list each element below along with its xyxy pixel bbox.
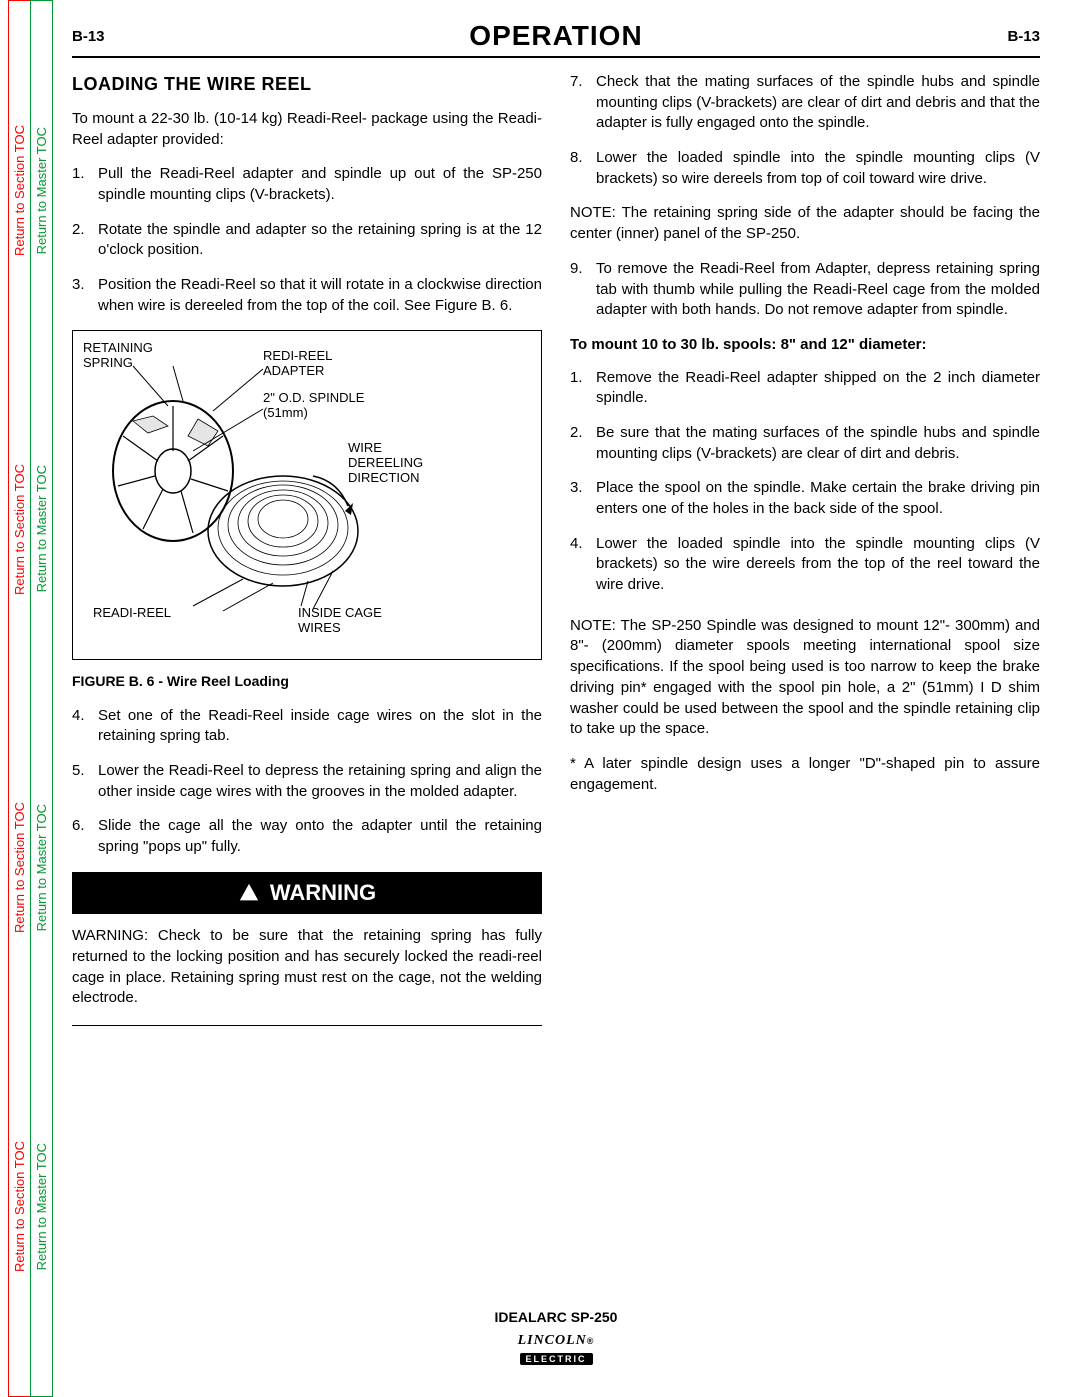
step: 2.Rotate the spindle and adapter so the … (72, 220, 542, 261)
step-text: Position the Readi-Reel so that it will … (98, 275, 542, 316)
steps-a: 1.Pull the Readi-Reel adapter and spindl… (72, 164, 542, 316)
tab-label: Return to Master TOC (34, 804, 49, 931)
step: 9.To remove the Readi-Reel from Adapter,… (570, 259, 1040, 321)
step-text: Remove the Readi-Reel adapter shipped on… (596, 368, 1040, 409)
step-num: 8. (570, 148, 596, 189)
step-text: Lower the Readi-Reel to depress the reta… (98, 761, 542, 802)
step-num: 4. (570, 534, 596, 596)
page-footer: IDEALARC SP-250 LINCOLN® ELECTRIC (72, 1309, 1040, 1367)
note-1: NOTE: The retaining spring side of the a… (570, 203, 1040, 244)
tab-label: Return to Master TOC (34, 127, 49, 254)
footnote: * A later spindle design uses a longer "… (570, 754, 1040, 795)
step: 8.Lower the loaded spindle into the spin… (570, 148, 1040, 189)
warning-bar: WARNING (72, 872, 542, 914)
column-right: 7.Check that the mating surfaces of the … (570, 72, 1040, 1026)
step: 4.Lower the loaded spindle into the spin… (570, 534, 1040, 596)
page-content: B-13 OPERATION B-13 LOADING THE WIRE REE… (72, 20, 1040, 1377)
tab-section-toc[interactable]: Return to Section TOC Return to Section … (8, 0, 31, 1397)
step-text: Set one of the Readi-Reel inside cage wi… (98, 706, 542, 747)
footer-model: IDEALARC SP-250 (72, 1309, 1040, 1325)
columns: LOADING THE WIRE REEL To mount a 22-30 l… (72, 72, 1040, 1026)
tab-label: Return to Master TOC (34, 1143, 49, 1270)
footer-sub: ELECTRIC (520, 1353, 593, 1365)
step-num: 1. (570, 368, 596, 409)
step: 2.Be sure that the mating surfaces of th… (570, 423, 1040, 464)
tab-label: Return to Section TOC (12, 1141, 27, 1272)
step-num: 3. (570, 478, 596, 519)
step: 4.Set one of the Readi-Reel inside cage … (72, 706, 542, 747)
step-num: 3. (72, 275, 98, 316)
note-2: NOTE: The SP-250 Spindle was designed to… (570, 616, 1040, 740)
step-text: Check that the mating surfaces of the sp… (596, 72, 1040, 134)
steps-c: 7.Check that the mating surfaces of the … (570, 72, 1040, 189)
tab-master-toc[interactable]: Return to Master TOC Return to Master TO… (30, 0, 53, 1397)
step: 7.Check that the mating surfaces of the … (570, 72, 1040, 134)
step-text: Place the spool on the spindle. Make cer… (596, 478, 1040, 519)
step: 3.Position the Readi-Reel so that it wil… (72, 275, 542, 316)
steps-e: 1.Remove the Readi-Reel adapter shipped … (570, 368, 1040, 596)
step-text: Pull the Readi-Reel adapter and spindle … (98, 164, 542, 205)
step-text: To remove the Readi-Reel from Adapter, d… (596, 259, 1040, 321)
section-title: LOADING THE WIRE REEL (72, 72, 542, 97)
step-num: 7. (570, 72, 596, 134)
step: 1.Pull the Readi-Reel adapter and spindl… (72, 164, 542, 205)
step-num: 6. (72, 816, 98, 857)
step: 5.Lower the Readi-Reel to depress the re… (72, 761, 542, 802)
tab-label: Return to Master TOC (34, 465, 49, 592)
figure-caption: FIGURE B. 6 - Wire Reel Loading (72, 672, 542, 691)
page-header: B-13 OPERATION B-13 (72, 20, 1040, 58)
step-num: 9. (570, 259, 596, 321)
footer-logo: LINCOLN® ELECTRIC (518, 1331, 595, 1365)
step: 3.Place the spool on the spindle. Make c… (570, 478, 1040, 519)
step-num: 1. (72, 164, 98, 205)
step-num: 2. (570, 423, 596, 464)
divider (72, 1025, 542, 1026)
steps-d: 9.To remove the Readi-Reel from Adapter,… (570, 259, 1040, 321)
step-num: 2. (72, 220, 98, 261)
tab-label: Return to Section TOC (12, 464, 27, 595)
figure-diagram (73, 331, 453, 641)
column-left: LOADING THE WIRE REEL To mount a 22-30 l… (72, 72, 542, 1026)
warning-icon (238, 882, 260, 904)
step-text: Rotate the spindle and adapter so the re… (98, 220, 542, 261)
step-num: 5. (72, 761, 98, 802)
warning-text: WARNING: Check to be sure that the retai… (72, 926, 542, 1009)
step-text: Be sure that the mating surfaces of the … (596, 423, 1040, 464)
footer-brand: LINCOLN (518, 1333, 587, 1348)
step-num: 4. (72, 706, 98, 747)
tab-label: Return to Section TOC (12, 125, 27, 256)
page-code-right: B-13 (1007, 28, 1040, 45)
warning-label: WARNING (270, 878, 376, 908)
tab-label: Return to Section TOC (12, 802, 27, 933)
step: 1.Remove the Readi-Reel adapter shipped … (570, 368, 1040, 409)
page-code-left: B-13 (72, 28, 105, 45)
page-title: OPERATION (469, 20, 642, 52)
subheading: To mount 10 to 30 lb. spools: 8" and 12"… (570, 335, 1040, 356)
step-text: Lower the loaded spindle into the spindl… (596, 148, 1040, 189)
steps-b: 4.Set one of the Readi-Reel inside cage … (72, 706, 542, 858)
step-text: Slide the cage all the way onto the adap… (98, 816, 542, 857)
intro-paragraph: To mount a 22-30 lb. (10-14 kg) Readi-Re… (72, 109, 542, 150)
figure-box: RETAINING SPRING REDI-REEL ADAPTER 2" O.… (72, 330, 542, 660)
side-tabs: Return to Section TOC Return to Section … (8, 0, 54, 1397)
step-text: Lower the loaded spindle into the spindl… (596, 534, 1040, 596)
step: 6.Slide the cage all the way onto the ad… (72, 816, 542, 857)
